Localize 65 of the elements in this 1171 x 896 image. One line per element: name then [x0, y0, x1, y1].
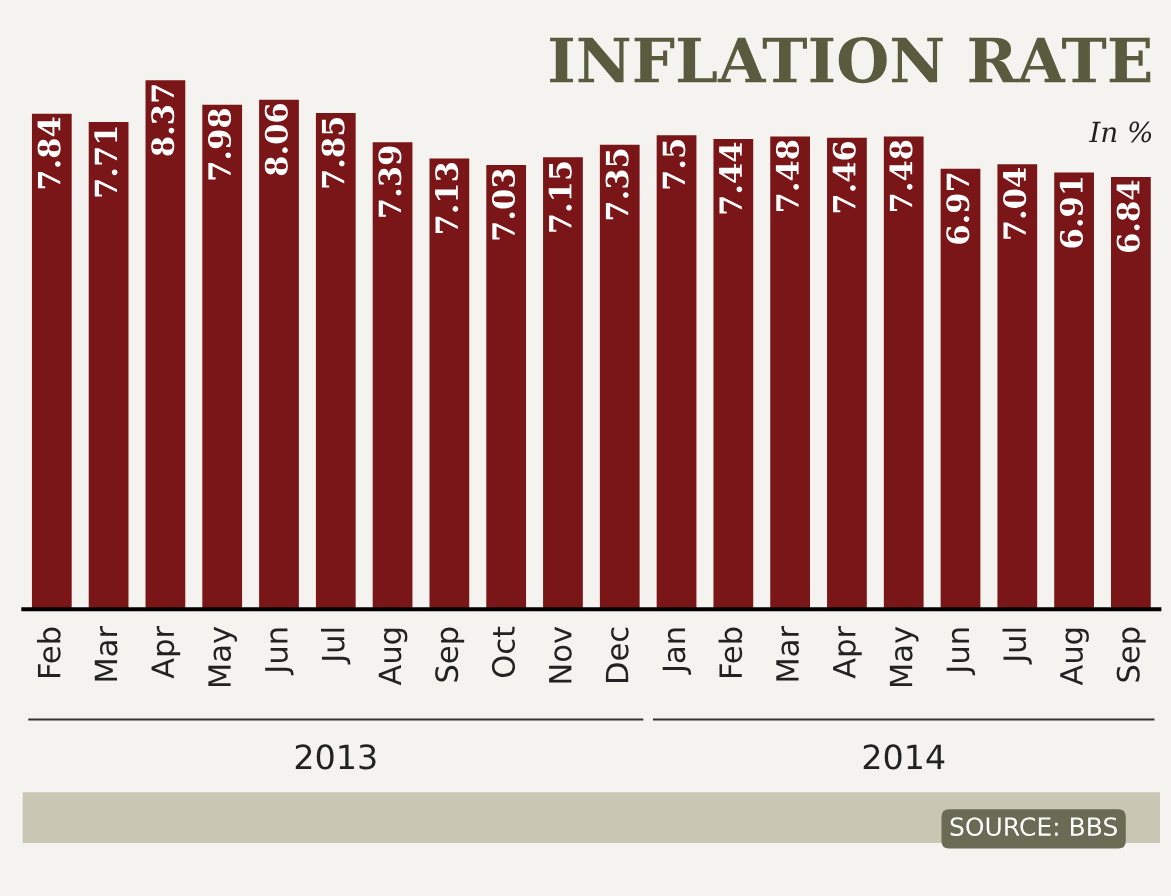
x-tick-label: Jul: [1002, 628, 1032, 665]
data-label: 7.39: [378, 146, 402, 217]
data-label: 7.35: [605, 149, 629, 220]
bar: [31, 113, 72, 610]
x-tick-label: Mar: [94, 625, 118, 681]
data-label: 7.48: [775, 140, 799, 211]
x-tick-label: Jul: [321, 628, 351, 665]
x-tick-label: Jun: [265, 628, 294, 676]
x-tick-label: Oct: [491, 626, 516, 678]
bar: [315, 113, 356, 610]
bar: [429, 158, 470, 610]
x-tick-label: Apr: [833, 625, 862, 679]
bar: [827, 137, 867, 610]
bar: [372, 142, 413, 610]
x-tick-label: May: [208, 626, 237, 687]
data-label: 7.15: [548, 162, 572, 232]
data-label: 7.98: [207, 109, 232, 180]
bar: [770, 136, 811, 610]
data-label: 7.03: [491, 169, 516, 240]
x-tick-label: Apr: [151, 625, 181, 679]
x-tick-label: Feb: [37, 627, 61, 678]
x-tick-label: May: [889, 626, 919, 687]
data-label: 7.71: [94, 127, 118, 197]
bar: [259, 99, 299, 610]
x-tick-label: Aug: [1060, 628, 1089, 686]
x-tick-label: Nov: [549, 626, 572, 683]
bar: [486, 164, 527, 610]
data-label: 7.46: [832, 141, 856, 213]
x-tick-label: Jan: [662, 628, 692, 675]
data-label: 8.06: [264, 103, 288, 176]
x-tick-label: Sep: [435, 627, 465, 682]
data-label: 8.37: [151, 85, 175, 156]
data-label: 7.44: [719, 142, 743, 214]
bar: [599, 144, 640, 610]
x-tick-label: Sep: [1116, 627, 1146, 682]
bar: [1111, 176, 1151, 610]
data-label: 7.5: [662, 140, 686, 189]
x-tick-label: Feb: [718, 627, 743, 678]
data-label: 7.04: [1003, 168, 1027, 239]
x-tick-label: Mar: [776, 625, 799, 681]
text: 2014: [863, 744, 945, 770]
bar: [656, 135, 697, 610]
bar: [1054, 172, 1094, 610]
bar: [940, 168, 981, 610]
chart-title: INFLATION RATE: [550, 36, 1151, 84]
bar: [543, 157, 583, 610]
bar: [202, 104, 243, 610]
x-tick-label: Dec: [605, 627, 629, 683]
bar: [883, 136, 924, 610]
data-label: 7.85: [321, 117, 345, 188]
text: 2013: [295, 744, 376, 770]
data-label: 6.91: [1059, 178, 1083, 248]
bar: [713, 139, 754, 610]
bar: [88, 121, 129, 610]
x-tick-label: Aug: [378, 628, 408, 686]
x-tick-label: Jun: [946, 628, 976, 676]
bar: [997, 164, 1038, 610]
source-note: SOURCE: BBS: [950, 817, 1117, 837]
text: In %: [1088, 121, 1152, 143]
data-label: 7.13: [435, 163, 459, 234]
data-label: 6.97: [946, 173, 970, 244]
data-label: 7.84: [37, 117, 61, 189]
data-label: 7.48: [889, 140, 913, 211]
bar: [145, 80, 186, 610]
data-label: 6.84: [1116, 180, 1140, 252]
